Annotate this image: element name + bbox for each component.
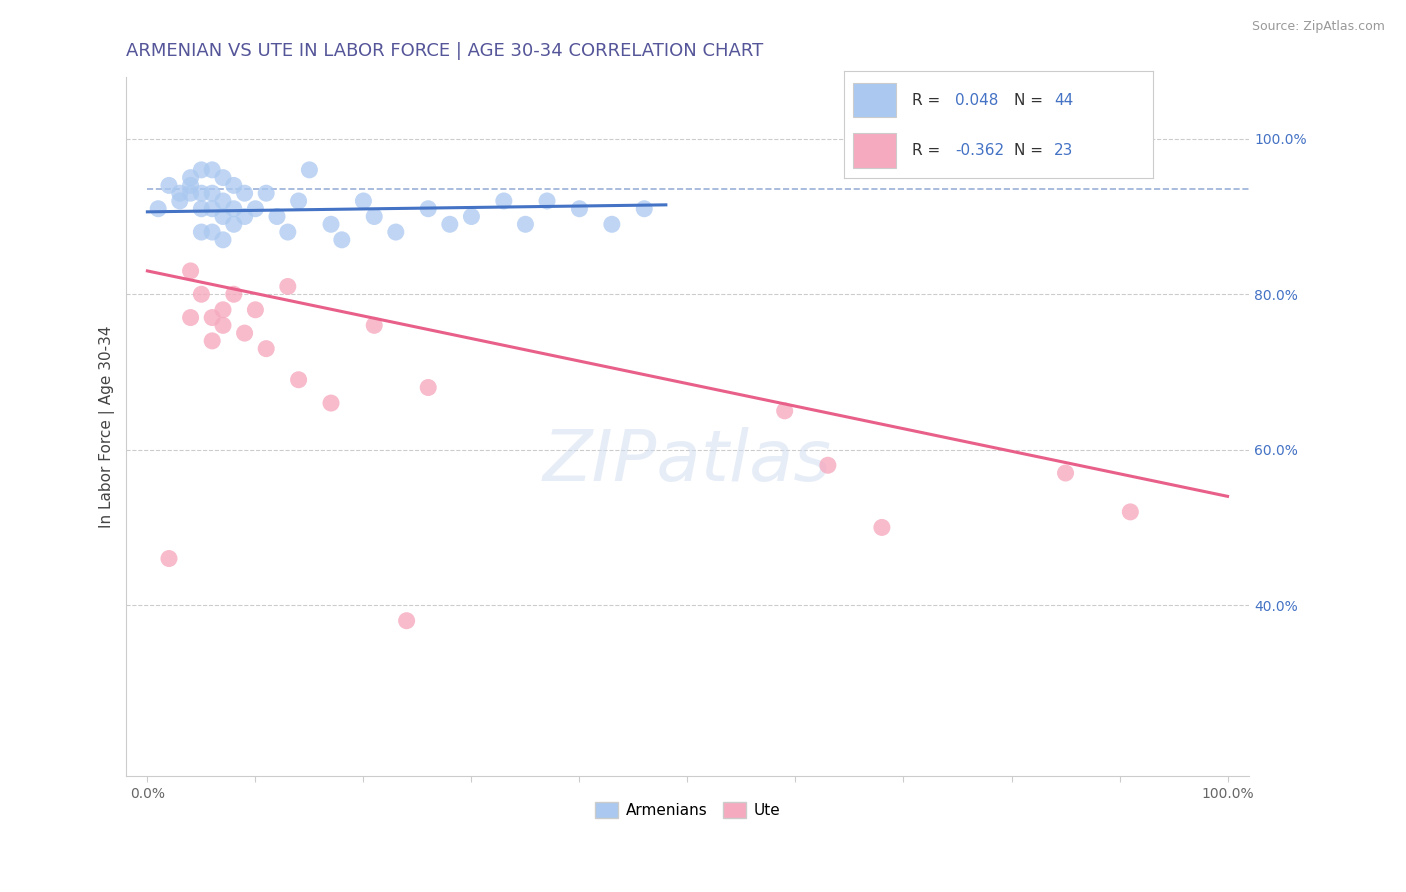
Point <box>190 202 212 216</box>
Point <box>254 186 277 201</box>
Text: R =: R = <box>911 93 945 108</box>
Point <box>233 186 256 201</box>
FancyBboxPatch shape <box>853 83 896 118</box>
Point <box>515 217 537 231</box>
Point <box>287 194 309 208</box>
Point <box>492 194 515 208</box>
Point <box>169 194 191 208</box>
Point <box>254 342 277 356</box>
Point <box>148 202 170 216</box>
Point <box>600 217 623 231</box>
Point <box>352 194 374 208</box>
Text: ZIPatlas: ZIPatlas <box>543 427 832 496</box>
Point <box>773 404 796 418</box>
Point <box>319 396 342 410</box>
Text: ARMENIAN VS UTE IN LABOR FORCE | AGE 30-34 CORRELATION CHART: ARMENIAN VS UTE IN LABOR FORCE | AGE 30-… <box>125 42 763 60</box>
Point <box>190 225 212 239</box>
Point <box>870 520 893 534</box>
Text: N =: N = <box>1014 143 1047 158</box>
Text: 0.048: 0.048 <box>955 93 998 108</box>
Point <box>363 318 385 333</box>
Point <box>222 178 245 193</box>
Point <box>169 186 191 201</box>
Point <box>190 162 212 177</box>
Point <box>157 178 180 193</box>
Point <box>212 170 235 185</box>
Point <box>277 225 299 239</box>
FancyBboxPatch shape <box>853 134 896 168</box>
Point <box>1054 466 1077 480</box>
Legend: Armenians, Ute: Armenians, Ute <box>589 797 786 824</box>
Point <box>418 380 440 394</box>
Point <box>212 233 235 247</box>
Point <box>233 210 256 224</box>
Point <box>287 373 309 387</box>
Point <box>157 551 180 566</box>
Point <box>330 233 353 247</box>
Point <box>180 264 202 278</box>
Point <box>190 186 212 201</box>
Point <box>536 194 558 208</box>
Text: 23: 23 <box>1054 143 1073 158</box>
Point <box>233 326 256 340</box>
Point <box>298 162 321 177</box>
Text: N =: N = <box>1014 93 1047 108</box>
Point <box>201 225 224 239</box>
Point <box>180 310 202 325</box>
Point <box>180 178 202 193</box>
Point <box>190 287 212 301</box>
Point <box>395 614 418 628</box>
Point <box>201 186 224 201</box>
Point <box>1119 505 1142 519</box>
Point <box>180 186 202 201</box>
Point <box>222 202 245 216</box>
Point <box>439 217 461 231</box>
Point <box>212 302 235 317</box>
Text: R =: R = <box>911 143 945 158</box>
Point <box>385 225 408 239</box>
Point <box>319 217 342 231</box>
Point <box>418 202 440 216</box>
Point <box>363 210 385 224</box>
Point <box>222 287 245 301</box>
Point <box>201 310 224 325</box>
Text: Source: ZipAtlas.com: Source: ZipAtlas.com <box>1251 20 1385 33</box>
Point <box>245 202 267 216</box>
Point <box>460 210 482 224</box>
Point <box>277 279 299 293</box>
Point <box>212 194 235 208</box>
Point <box>222 217 245 231</box>
Text: 44: 44 <box>1054 93 1073 108</box>
Point <box>212 210 235 224</box>
Point <box>266 210 288 224</box>
Point <box>201 334 224 348</box>
Point <box>817 458 839 473</box>
Point <box>212 318 235 333</box>
Point <box>201 202 224 216</box>
Point <box>568 202 591 216</box>
Point <box>633 202 655 216</box>
Text: -0.362: -0.362 <box>955 143 1004 158</box>
Point <box>245 302 267 317</box>
Y-axis label: In Labor Force | Age 30-34: In Labor Force | Age 30-34 <box>100 325 115 528</box>
Point <box>201 162 224 177</box>
Point <box>180 170 202 185</box>
